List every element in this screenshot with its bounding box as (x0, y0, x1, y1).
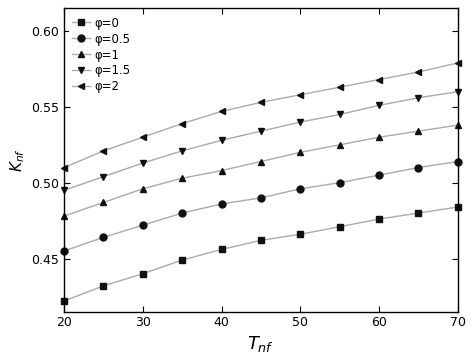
φ=0 (140, 272, 146, 276)
φ=1 (61, 214, 67, 218)
φ=1 (179, 176, 185, 180)
φ=2 (140, 135, 146, 139)
φ=0.5 (337, 181, 342, 185)
φ=0 (258, 238, 264, 243)
φ=0 (179, 258, 185, 262)
Legend: φ=0, φ=0.5, φ=1, φ=1.5, φ=2: φ=0, φ=0.5, φ=1, φ=1.5, φ=2 (69, 13, 135, 97)
φ=2 (219, 109, 224, 114)
φ=1 (258, 159, 264, 164)
φ=1.5 (61, 188, 67, 193)
Line: φ=1.5: φ=1.5 (61, 88, 461, 194)
φ=1.5 (219, 138, 224, 142)
φ=1.5 (337, 112, 342, 117)
φ=0.5 (61, 249, 67, 253)
φ=0.5 (258, 196, 264, 200)
φ=1.5 (140, 161, 146, 165)
φ=1.5 (455, 89, 461, 94)
φ=2 (179, 121, 185, 126)
φ=0.5 (179, 211, 185, 215)
φ=0 (297, 232, 303, 236)
φ=2 (376, 77, 382, 82)
φ=1 (337, 143, 342, 147)
φ=1 (219, 168, 224, 173)
φ=0 (416, 211, 421, 215)
Line: φ=2: φ=2 (61, 59, 461, 171)
φ=1 (455, 123, 461, 127)
φ=1.5 (100, 174, 106, 179)
φ=0.5 (140, 223, 146, 227)
φ=0 (61, 299, 67, 303)
φ=0 (376, 217, 382, 221)
φ=1 (140, 187, 146, 191)
Y-axis label: $K_{nf}$: $K_{nf}$ (9, 148, 27, 172)
φ=1 (376, 135, 382, 139)
φ=2 (61, 165, 67, 170)
φ=2 (416, 70, 421, 74)
φ=0.5 (219, 202, 224, 206)
φ=2 (455, 61, 461, 65)
φ=2 (100, 149, 106, 153)
X-axis label: $T_{nf}$: $T_{nf}$ (247, 334, 274, 354)
φ=0 (337, 224, 342, 229)
Line: φ=0: φ=0 (61, 203, 461, 304)
Line: φ=0.5: φ=0.5 (61, 158, 461, 254)
φ=0.5 (376, 173, 382, 177)
φ=0 (455, 205, 461, 209)
φ=1 (297, 150, 303, 155)
φ=1.5 (376, 103, 382, 108)
φ=2 (337, 85, 342, 89)
φ=1 (416, 129, 421, 133)
φ=2 (297, 93, 303, 97)
φ=0.5 (416, 165, 421, 170)
φ=0.5 (297, 187, 303, 191)
φ=0.5 (100, 235, 106, 240)
φ=2 (258, 100, 264, 105)
φ=1.5 (179, 149, 185, 153)
φ=1.5 (297, 120, 303, 124)
φ=0.5 (455, 159, 461, 164)
φ=0 (100, 284, 106, 288)
φ=1 (100, 200, 106, 205)
φ=1.5 (258, 129, 264, 133)
Line: φ=1: φ=1 (61, 122, 461, 220)
φ=0 (219, 247, 224, 252)
φ=1.5 (416, 96, 421, 100)
